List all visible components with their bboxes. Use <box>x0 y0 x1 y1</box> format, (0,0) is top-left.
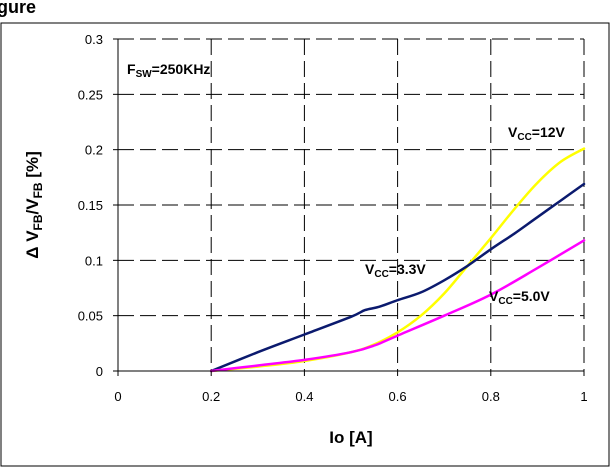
series-line-vcc-5-0v <box>209 239 586 373</box>
y-tick-label: 0.1 <box>85 253 103 268</box>
x-tick-label: 1 <box>580 389 587 404</box>
figure-caption: igure <box>0 0 36 17</box>
x-tick-label: 0.4 <box>295 389 313 404</box>
chart-frame <box>0 22 610 467</box>
x-axis-title: Io [A] <box>329 428 372 447</box>
grid <box>118 38 585 371</box>
x-tick-label: 0.6 <box>389 389 407 404</box>
y-tick-label: 0.15 <box>78 198 103 213</box>
x-tick-label: 0 <box>114 389 121 404</box>
y-tick-label: 0.05 <box>78 309 103 324</box>
series-layer <box>209 147 586 373</box>
series-label-5v: VCC=5.0V <box>489 288 550 307</box>
series-line-vcc-3-3v <box>209 182 586 373</box>
axes <box>113 38 585 376</box>
y-tick-label: 0.3 <box>85 32 103 47</box>
x-tick-label: 0.2 <box>202 389 220 404</box>
series-label-3v3: VCC=3.3V <box>365 261 426 280</box>
series-label-12v: VCC=12V <box>508 124 566 143</box>
y-tick-label: 0.2 <box>85 143 103 158</box>
y-axis-title: Δ VFB/VFB [%] <box>23 151 45 259</box>
x-tick-label: 0.8 <box>482 389 500 404</box>
tick-labels: 0 0.05 0.1 0.15 0.2 0.25 0.3 0 0.2 0.4 0.6 0.8 1 <box>78 32 588 404</box>
fsw-annotation: FSW=250KHz <box>127 61 210 80</box>
y-tick-label: 0 <box>96 364 103 379</box>
y-tick-label: 0.25 <box>78 87 103 102</box>
